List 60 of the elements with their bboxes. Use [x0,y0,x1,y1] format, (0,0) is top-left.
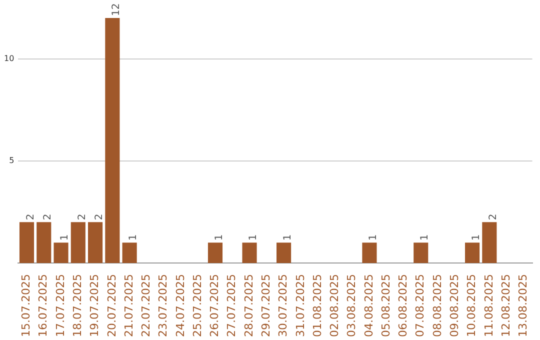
x-tick-label: 08.08.2025 [430,274,444,338]
bar [122,242,137,264]
x-tick-label: 23.07.2025 [156,274,170,338]
data-label: 1 [128,234,140,241]
x-tick-label: 25.07.2025 [190,274,204,338]
bar [276,242,292,264]
x-tick-label: 04.08.2025 [362,274,376,338]
data-label: 12 [111,3,122,16]
x-tick-label: 10.08.2025 [465,274,478,338]
bar [414,242,428,264]
data-label: 1 [368,234,380,241]
bar [362,242,377,264]
x-tick-label: 30.07.2025 [276,274,290,338]
data-label: 2 [94,214,105,220]
x-tick-label: 15.07.2025 [20,274,33,338]
bar [88,222,103,264]
x-tick-label: 03.08.2025 [345,274,358,338]
data-label: 2 [42,214,54,220]
bar [465,242,480,264]
x-tick-label: 18.07.2025 [71,274,84,338]
y-tick-label: 10 [4,54,14,63]
data-label: 1 [470,234,482,241]
x-tick-label: 17.07.2025 [54,274,67,338]
data-label: 1 [248,234,260,241]
x-tick-label: 06.08.2025 [396,274,410,338]
data-label: 2 [76,214,88,220]
x-tick-label: 29.07.2025 [260,274,273,338]
data-label: 2 [25,214,36,220]
x-tick-label: 07.08.2025 [414,274,427,338]
bar [105,18,120,264]
x-tick-label: 26.07.2025 [208,274,222,338]
x-tick-label: 21.07.2025 [122,274,136,338]
bar [242,242,257,264]
bar [36,222,52,264]
data-label: 1 [214,234,225,241]
y-tick-label: 5 [9,156,14,166]
x-tick-label: 20.07.2025 [105,274,118,338]
x-tick-label: 28.07.2025 [242,274,256,338]
x-tick-label: 12.08.2025 [499,274,512,338]
bar [482,222,497,264]
data-label: 1 [60,234,71,241]
data-label: 1 [419,234,430,241]
x-tick-label: 05.08.2025 [379,274,392,338]
bar [208,242,223,264]
data-label: 2 [488,214,500,220]
x-tick-label: 27.07.2025 [225,274,238,338]
data-label: 1 [282,234,294,241]
x-tick-label: 19.07.2025 [88,274,102,338]
x-tick-label: 09.08.2025 [448,274,462,338]
bar [70,222,86,264]
x-tick-label: 01.08.2025 [310,274,324,338]
x-tick-label: 24.07.2025 [174,274,187,338]
x-tick-label: 11.08.2025 [482,274,496,338]
bar [19,222,34,264]
x-tick-label: 22.07.2025 [140,274,153,338]
x-tick-label: 13.08.2025 [516,274,530,338]
x-tick-label: 16.07.2025 [36,274,50,338]
bar [54,242,68,264]
x-tick-label: 31.07.2025 [294,274,307,338]
x-tick-label: 02.08.2025 [328,274,342,338]
